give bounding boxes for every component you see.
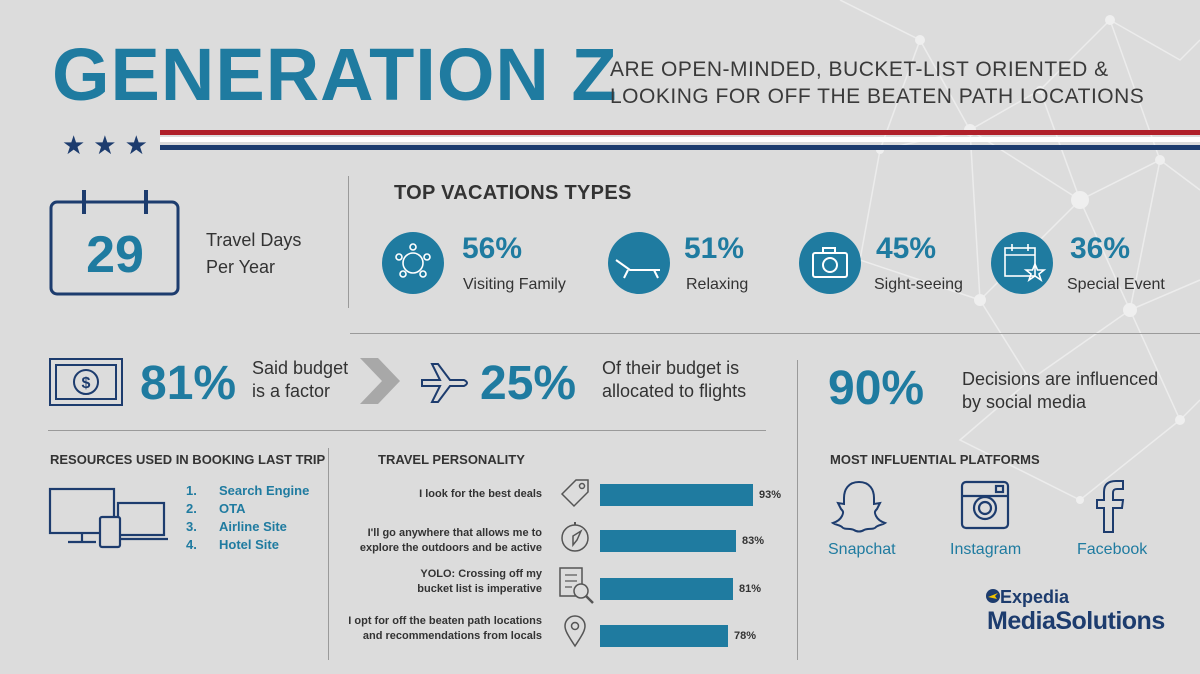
personality-pct-3: 81% (739, 583, 762, 595)
social-pct: 90% (828, 362, 925, 415)
social-text: Decisions are influenced by social media (962, 369, 1159, 412)
list-item: 1. Search Engine (186, 482, 309, 500)
calendar-star-icon (1004, 244, 1047, 282)
travel-days-label: Travel Days Per Year (206, 230, 302, 277)
personality-pct-4: 78% (734, 630, 757, 642)
svg-text:$: $ (82, 375, 91, 392)
location-pin-icon (564, 615, 586, 648)
list-item-label: Hotel Site (219, 537, 279, 552)
facebook-icon (1096, 480, 1125, 533)
page-title: GENERATION Z (52, 33, 618, 116)
money-icon: $ (49, 358, 123, 406)
list-item: 2. OTA (186, 500, 309, 518)
snapchat-icon (830, 480, 888, 533)
expedia-globe-icon (986, 589, 1000, 603)
personality-bar (600, 578, 733, 600)
list-item-label: Airline Site (219, 519, 287, 534)
list-item-number: 1. (186, 483, 197, 498)
flights-text: Of their budget is allocated to flights (602, 358, 747, 401)
calendar-icon (49, 190, 180, 296)
resources-title: RESOURCES USED IN BOOKING LAST TRIP (50, 452, 326, 467)
red-stripe (160, 130, 1200, 135)
divider-middle (350, 333, 1200, 334)
vacation-circle-relaxing (608, 232, 670, 294)
personality-text-1: I look for the best deals (419, 488, 542, 500)
travel-days-number: 29 (86, 226, 144, 284)
chevron-right-icon (360, 358, 400, 404)
personality-text-4: I opt for off the beaten path locations … (348, 615, 542, 642)
vacation-circle-family (382, 232, 444, 294)
budget-pct: 81% (140, 357, 237, 410)
divider-right (797, 360, 798, 660)
platform-label-instagram: Instagram (950, 541, 1022, 558)
vacation-circle-sightseeing (799, 232, 861, 294)
navy-stripe (160, 145, 1200, 150)
personality-text-2: I'll go anywhere that allows me to explo… (359, 527, 542, 554)
instagram-icon (960, 480, 1010, 530)
personality-bar (600, 484, 753, 506)
divider-lower (48, 430, 766, 431)
airplane-icon (421, 363, 468, 403)
devices-icon (48, 487, 168, 549)
resources-list: 1. Search Engine 2. OTA 3. Airline Site 4. H… (186, 482, 309, 554)
personality-pct-2: 83% (742, 535, 765, 547)
list-item-label: Search Engine (219, 483, 310, 498)
vacation-pct-sightseeing: 45% (876, 232, 937, 265)
vacation-circle-special (991, 232, 1053, 294)
divider-top (348, 176, 349, 308)
vacation-pct-special: 36% (1070, 232, 1131, 265)
list-item: 3. Airline Site (186, 518, 309, 536)
lounge-chair-icon (615, 259, 660, 279)
personality-title: TRAVEL PERSONALITY (378, 452, 525, 467)
family-icon (395, 243, 431, 278)
budget-text: Said budget is a factor (252, 358, 349, 401)
vacation-label-family: Visiting Family (463, 276, 566, 293)
white-stripe (160, 137, 1200, 142)
vacation-label-relaxing: Relaxing (686, 276, 749, 293)
personality-text-3: YOLO: Crossing off my bucket list is imp… (417, 568, 542, 595)
camera-icon (812, 247, 848, 278)
vacation-label-sightseeing: Sight-seeing (874, 276, 963, 293)
brand-media-solutions: MediaSolutions (987, 607, 1165, 635)
personality-bar (600, 530, 736, 552)
personality-bar (600, 625, 728, 647)
list-item-number: 4. (186, 537, 197, 552)
compass-icon (561, 522, 589, 552)
personality-pct-1: 93% (759, 489, 782, 501)
stars-decoration: ★★★ (62, 130, 156, 160)
price-tag-icon (560, 479, 589, 508)
vacation-pct-family: 56% (462, 232, 523, 265)
top-vacations-title: TOP VACATIONS TYPES (394, 182, 632, 204)
brand-expedia: Expedia (1000, 587, 1070, 607)
flights-pct: 25% (480, 357, 577, 410)
page-subtitle: ARE OPEN-MINDED, BUCKET-LIST ORIENTED & … (610, 58, 1145, 108)
vacation-pct-relaxing: 51% (684, 232, 745, 265)
platform-label-facebook: Facebook (1077, 541, 1148, 558)
platform-label-snapchat: Snapchat (828, 541, 896, 558)
divider-lower-left (328, 448, 329, 660)
vacation-label-special: Special Event (1067, 276, 1165, 293)
platforms-title: MOST INFLUENTIAL PLATFORMS (830, 452, 1040, 467)
list-item-number: 3. (186, 519, 197, 534)
checklist-search-icon (559, 567, 594, 604)
list-item: 4. Hotel Site (186, 536, 309, 554)
list-item-number: 2. (186, 501, 197, 516)
list-item-label: OTA (219, 501, 246, 516)
